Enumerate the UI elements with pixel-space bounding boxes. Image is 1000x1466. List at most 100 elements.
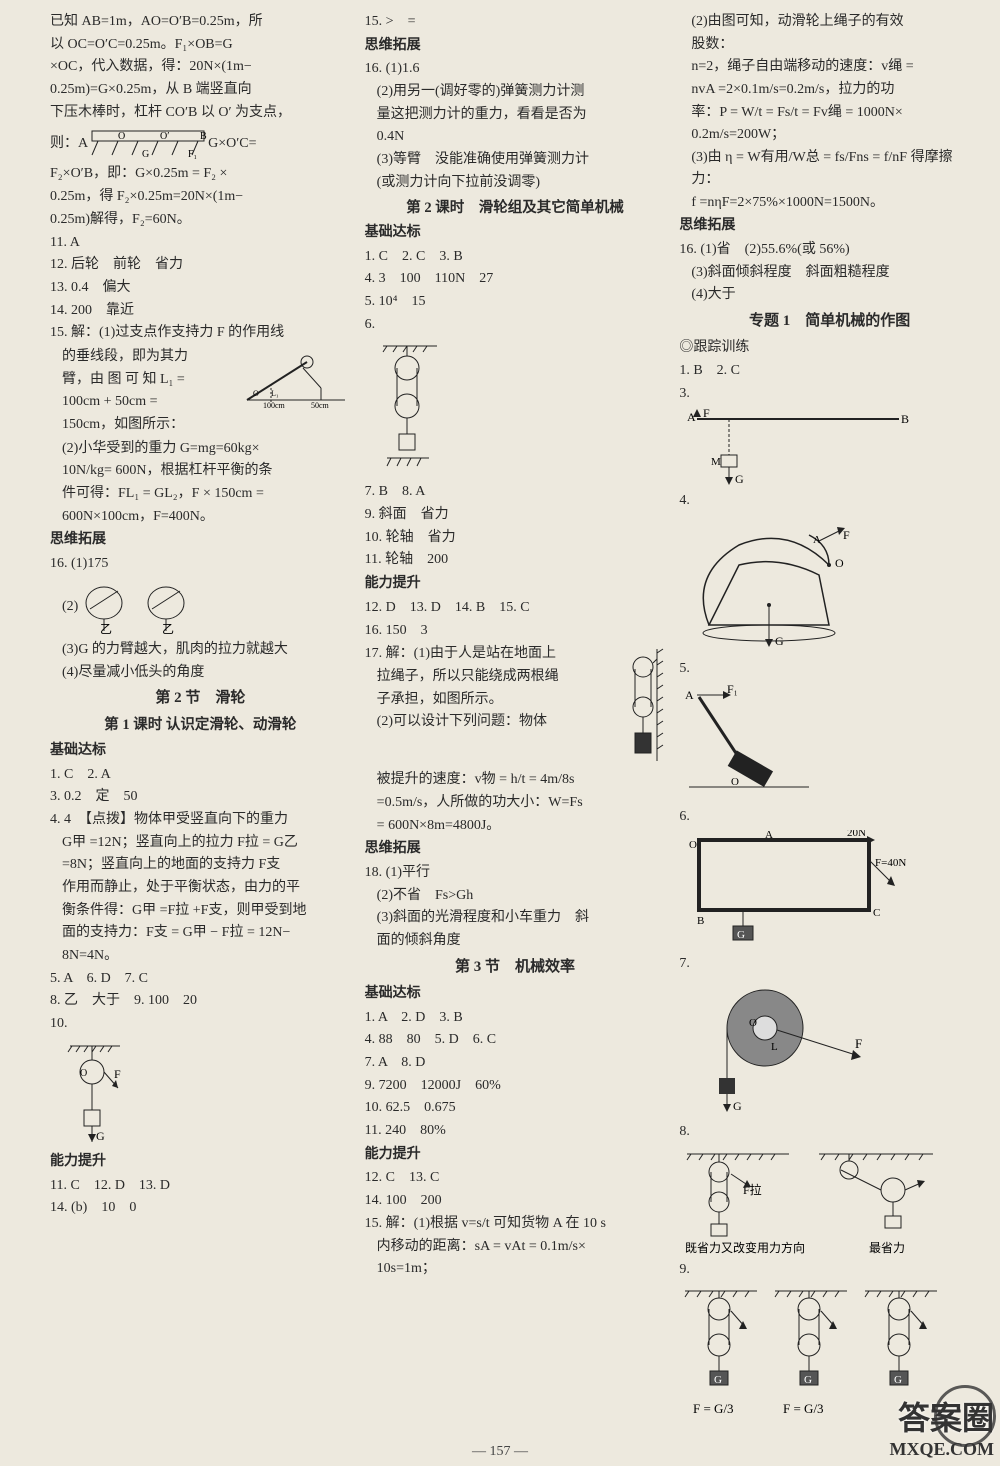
- answer: 4. 3 100 110N 27: [365, 268, 666, 290]
- fig-row: (2) 乙 乙: [50, 576, 351, 638]
- svg-text:B: B: [697, 915, 704, 927]
- answer: 7.: [679, 953, 980, 975]
- text: 衡条件得：G甲 =F拉 +F支，则甲受到地: [50, 900, 351, 922]
- pushup-lever-icon: O L₁ 100cm 50cm: [241, 348, 351, 434]
- text: (3)G 的力臂越大，肌肉的拉力就越大: [50, 639, 351, 661]
- text: 0.4N: [365, 126, 666, 148]
- svg-text:乙: 乙: [100, 622, 112, 635]
- answer: 3. 0.2 定 50: [50, 786, 351, 808]
- answer: 6.: [679, 806, 980, 828]
- svg-text:F: F: [855, 1036, 862, 1051]
- answer: 9. 7200 12000J 60%: [365, 1075, 666, 1097]
- answer: 16. (1)省 (2)55.6%(或 56%): [679, 239, 980, 261]
- answer: 4. 88 80 5. D 6. C: [365, 1029, 666, 1051]
- section-title: 专题 1 简单机械的作图: [679, 310, 980, 333]
- heading: 能力提升: [365, 1144, 666, 1166]
- pulley-compare-icon: F拉 既省力又改变用力方向 最省力: [679, 1146, 980, 1256]
- answer: 16. (1)1.6: [365, 58, 666, 80]
- text: (3)等臂 没能准确使用弹簧测力计: [365, 149, 666, 171]
- svg-text:最省力: 最省力: [869, 1241, 905, 1255]
- answer: 11. C 12. D 13. D: [50, 1175, 351, 1197]
- text: 则：A: [50, 133, 88, 155]
- svg-text:F = G/3: F = G/3: [693, 1401, 734, 1416]
- answer: 18. (1)平行: [365, 862, 666, 884]
- section-title: 第 3 节 机械效率: [365, 956, 666, 979]
- text: 股数：: [679, 34, 980, 56]
- text: f =nηF=2×75%×1000N=1500N。: [679, 192, 980, 214]
- answer: 11. 240 80%: [365, 1120, 666, 1142]
- heading: 思维拓展: [365, 35, 666, 57]
- head-neck-icon: 乙 乙: [78, 579, 208, 635]
- svg-text:O: O: [835, 556, 844, 570]
- answer: 8.: [679, 1121, 980, 1143]
- text: (2)不省 Fs>Gh: [365, 885, 666, 907]
- pulley-group-icon: [365, 338, 666, 478]
- answer: 8. 乙 大于 9. 100 20: [50, 990, 351, 1012]
- heading: 思维拓展: [365, 838, 666, 860]
- svg-text:既省力又改变用力方向: 既省力又改变用力方向: [685, 1240, 805, 1255]
- text: G×O′C=: [208, 133, 256, 155]
- text: =0.5m/s，人所做的功大小：W=Fs: [365, 792, 666, 814]
- answer: 5. 10⁴ 15: [365, 291, 666, 313]
- frame-force-icon: O A B C 20N F=40N G: [679, 830, 980, 950]
- text: ×OC，代入数据，得：20N×(1m−: [50, 56, 351, 78]
- svg-text:O: O: [749, 1017, 757, 1029]
- text: G甲 =12N；竖直向上的拉力 F拉 = G乙: [50, 832, 351, 854]
- answer: 16. 150 3: [365, 620, 666, 642]
- pulley-wall-icon: [607, 645, 665, 765]
- column-2: 15. > = 思维拓展 16. (1)1.6 (2)用另一(调好零的)弹簧测力…: [365, 10, 666, 1436]
- answer: 9.: [679, 1259, 980, 1281]
- answer: 3.: [679, 383, 980, 405]
- text: (3)斜面倾斜程度 斜面粗糙程度: [679, 262, 980, 284]
- text: 0.25m)解得，F₂=60N。: [50, 209, 351, 231]
- svg-text:G: G: [735, 472, 744, 486]
- text: (2)由图可知，动滑轮上绳子的有效: [679, 11, 980, 33]
- svg-text:L: L: [771, 1041, 778, 1053]
- answer: 9. 斜面 省力: [365, 504, 666, 526]
- answer: 12. C 13. C: [365, 1167, 666, 1189]
- heading: 思维拓展: [679, 215, 980, 237]
- answer: 10.: [50, 1013, 351, 1035]
- heading: 能力提升: [365, 573, 666, 595]
- sub-title: 第 1 课时 认识定滑轮、动滑轮: [50, 714, 351, 736]
- heading: 思维拓展: [50, 529, 351, 551]
- column-1: 已知 AB=1m，AO=O′B=0.25m，所 以 OC=O′C=0.25m。F…: [50, 10, 351, 1436]
- text: 率：P = W/t = Fs/t = Fv绳 = 1000N×: [679, 102, 980, 124]
- svg-text:20N: 20N: [847, 830, 866, 839]
- svg-text:G: G: [804, 1374, 812, 1386]
- answer: 11. A: [50, 232, 351, 254]
- text: 内移动的距离：sA = vAt = 0.1m/s×: [365, 1236, 666, 1258]
- svg-text:F₁: F₁: [188, 149, 197, 159]
- text: 以 OC=O′C=0.25m。F₁×OB=G: [50, 34, 351, 56]
- text: 被提升的速度：v物 = h/t = 4m/8s: [365, 769, 666, 791]
- svg-text:乙: 乙: [162, 622, 174, 635]
- text: 600N×100cm，F=400N。: [50, 506, 351, 528]
- text: 件可得：FL₁ = GL₂，F × 150cm =: [50, 483, 351, 505]
- text: (2)可以设计下列问题：物体: [365, 711, 608, 733]
- section-title: 第 2 节 滑轮: [50, 687, 351, 710]
- answer: 6.: [365, 314, 666, 336]
- wheel-axle-icon: O F L G: [679, 978, 980, 1118]
- answer: 15. > =: [365, 11, 666, 33]
- svg-text:G: G: [775, 634, 784, 648]
- text: (或测力计向下拉前没调零): [365, 172, 666, 194]
- svg-text:F: F: [114, 1067, 121, 1081]
- sub-title: 第 2 课时 滑轮组及其它简单机械: [365, 197, 666, 219]
- text: 100cm + 50cm =: [50, 391, 241, 413]
- answer: 13. 0.4 偏大: [50, 277, 351, 299]
- text: 17. 解：(1)由于人是站在地面上: [365, 643, 608, 665]
- answer: 7. A 8. D: [365, 1052, 666, 1074]
- text: 已知 AB=1m，AO=O′B=0.25m，所: [50, 11, 351, 33]
- text: F₂×O′B，即：G×0.25m = F₂ ×: [50, 163, 351, 185]
- answer: 5.: [679, 658, 980, 680]
- text: 拉绳子，所以只能绕成两根绳: [365, 666, 608, 688]
- svg-text:F₁: F₁: [727, 683, 738, 696]
- text: (2)用另一(调好零的)弹簧测力计测: [365, 81, 666, 103]
- svg-text:M: M: [711, 456, 721, 468]
- svg-text:O′: O′: [160, 131, 169, 142]
- answer: 12. 后轮 前轮 省力: [50, 254, 351, 276]
- text: (4)尽量减小低头的角度: [50, 662, 351, 684]
- svg-text:G: G: [894, 1374, 902, 1386]
- svg-text:F: F: [843, 528, 850, 542]
- answer: 14. 200 靠近: [50, 300, 351, 322]
